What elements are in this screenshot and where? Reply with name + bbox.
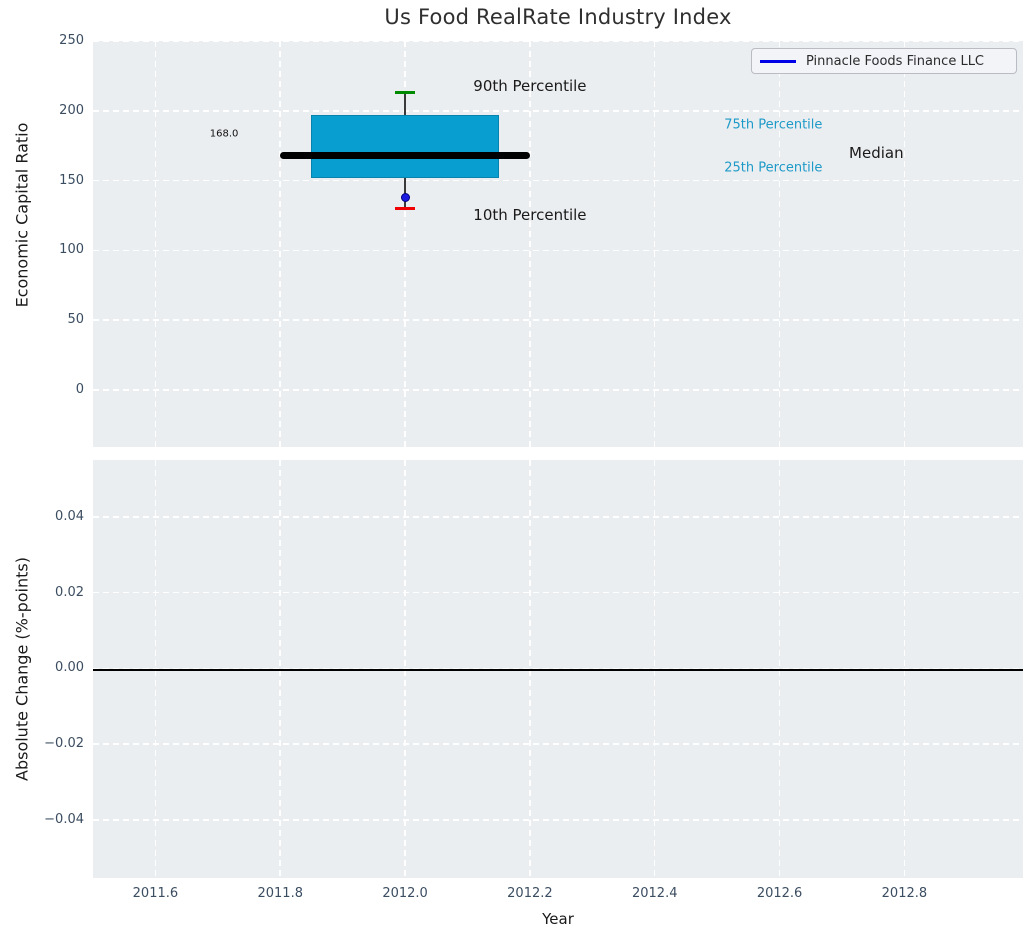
gridline <box>93 389 1023 391</box>
y-tick-label: 100 <box>59 242 84 258</box>
legend: Pinnacle Foods Finance LLC <box>751 48 1017 74</box>
median-line <box>280 151 530 159</box>
gridline <box>93 249 1023 252</box>
x-tick-label: 2011.8 <box>257 886 303 901</box>
y-tick-label: 250 <box>59 33 84 48</box>
x-tick-label: 2012.4 <box>631 886 678 901</box>
p10-cap <box>395 206 416 210</box>
x-tick-label: 2011.6 <box>132 886 179 901</box>
annotation-75th-percentile: 75th Percentile <box>724 117 823 133</box>
gridline <box>93 40 1023 42</box>
x-tick-label: 2012.8 <box>881 886 928 901</box>
company-point <box>400 192 410 202</box>
y-tick-label: 50 <box>67 312 84 328</box>
gridline <box>154 41 157 447</box>
gridline <box>93 516 1023 518</box>
gridline <box>93 743 1023 745</box>
y-tick-label: 150 <box>59 172 84 188</box>
top-y-axis-label: Economic Capital Ratio <box>12 122 32 308</box>
y-tick-label: 0.04 <box>55 508 84 524</box>
gridline <box>93 667 1023 670</box>
y-tick-label: 0.02 <box>55 584 84 600</box>
y-tick-label: 0 <box>75 381 84 397</box>
chart-title: Us Food RealRate Industry Index <box>384 5 732 29</box>
gridline <box>93 319 1023 321</box>
gridline <box>404 41 406 447</box>
gridline <box>93 110 1023 112</box>
p90-cap <box>395 91 416 95</box>
gridline <box>93 819 1023 821</box>
median-value-annotation: 168.0 <box>209 128 239 140</box>
annotation-median: Median <box>849 143 904 162</box>
annotation-90th-percentile: 90th Percentile <box>473 76 587 95</box>
x-tick-label: 2012.6 <box>756 886 803 901</box>
legend-line-sample <box>760 59 796 63</box>
annotation-25th-percentile: 25th Percentile <box>724 160 823 176</box>
y-tick-label: 0.00 <box>55 660 84 676</box>
gridline <box>529 41 531 447</box>
top-axes-economic-capital-ratio: 168.0 90th Percentile 10th Percentile 75th … <box>93 40 1023 447</box>
x-axis-label: Year <box>542 910 574 928</box>
zero-reference-line <box>93 668 1023 671</box>
legend-label: Pinnacle Foods Finance LLC <box>806 53 985 69</box>
gridline <box>279 41 281 447</box>
y-tick-label: −0.02 <box>44 736 84 752</box>
annotation-10th-percentile: 10th Percentile <box>473 206 587 225</box>
y-tick-label: −0.04 <box>44 812 84 828</box>
gridline <box>778 41 781 447</box>
gridline <box>93 179 1023 182</box>
bottom-axes-absolute-change <box>93 460 1023 878</box>
y-tick-label: 200 <box>59 102 84 118</box>
gridline <box>903 41 906 447</box>
gridline <box>653 41 656 447</box>
iqr-box <box>311 114 499 178</box>
x-tick-label: 2012.2 <box>507 886 553 901</box>
x-tick-label: 2012.0 <box>382 886 428 901</box>
gridline <box>93 591 1023 594</box>
